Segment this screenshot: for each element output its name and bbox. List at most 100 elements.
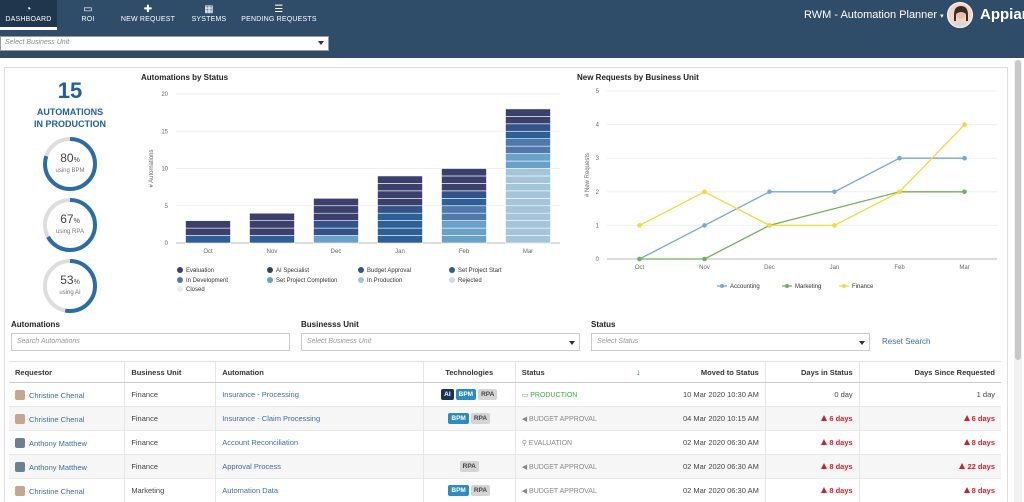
tab-systems[interactable]: ▦ SYSTEMS — [185, 0, 233, 30]
bar-segment[interactable] — [441, 212, 487, 221]
data-point[interactable] — [767, 223, 772, 228]
bar-segment[interactable] — [505, 168, 551, 177]
tab-dashboard[interactable]: ◔ DASHBOARD — [0, 0, 57, 30]
table-row[interactable]: Anthony Matthew Finance Account Reconcilia… — [9, 430, 1001, 455]
bar-segment[interactable] — [249, 227, 295, 236]
legend-item[interactable]: Finance — [839, 284, 874, 290]
legend-item[interactable]: Set Project Completion — [267, 277, 337, 284]
bar-segment[interactable] — [505, 235, 551, 244]
table-row[interactable]: Christine Chenal Marketing Automation Data… — [9, 478, 1001, 502]
table-row[interactable]: Christine Chenal Finance Insurance - Claim… — [9, 406, 1001, 431]
app-title-menu[interactable]: RWM - Automation Planner ▾ — [804, 9, 944, 21]
data-point[interactable] — [702, 256, 707, 262]
legend-item[interactable]: Closed — [177, 286, 205, 293]
bar-segment[interactable] — [505, 175, 551, 184]
search-automations-input[interactable]: Search Automations — [11, 333, 290, 351]
bar-segment[interactable] — [441, 227, 487, 236]
bar-segment[interactable] — [505, 130, 551, 139]
bar-segment[interactable] — [505, 205, 551, 214]
page-scrollbar[interactable] — [1014, 60, 1022, 502]
automation-link[interactable]: Account Reconciliation — [222, 438, 299, 447]
bar-segment[interactable] — [313, 220, 359, 229]
bar-segment[interactable] — [313, 212, 359, 221]
bar-segment[interactable] — [505, 145, 551, 154]
requestor-link[interactable]: Anthony Matthew — [29, 462, 87, 472]
tab-pending-requests[interactable]: ☰ PENDING REQUESTS — [240, 0, 318, 30]
user-avatar[interactable] — [947, 2, 973, 28]
bar-segment[interactable] — [505, 220, 551, 229]
bar-segment[interactable] — [377, 220, 423, 229]
tab-new-request[interactable]: ✚ NEW REQUEST — [118, 0, 178, 30]
header-business-unit[interactable]: Business Unit — [124, 361, 216, 383]
header-technologies[interactable]: Technologies — [422, 361, 516, 383]
automation-link[interactable]: Insurance - Processing — [222, 390, 299, 399]
data-point[interactable] — [702, 189, 707, 195]
bar-segment[interactable] — [441, 183, 487, 192]
bar-segment[interactable] — [377, 205, 423, 214]
tab-roi[interactable]: ▭ ROI — [60, 0, 116, 30]
bar-segment[interactable] — [505, 116, 551, 125]
data-point[interactable] — [637, 223, 642, 228]
data-point[interactable] — [962, 189, 967, 195]
requestor-link[interactable]: Christine Chenal — [29, 486, 85, 496]
data-point[interactable] — [767, 189, 772, 195]
bar-segment[interactable] — [313, 198, 359, 207]
requestor-link[interactable]: Christine Chenal — [29, 414, 85, 424]
header-moved-to-status[interactable]: Moved to Status — [646, 361, 766, 383]
bar-segment[interactable] — [441, 198, 487, 207]
data-point[interactable] — [832, 189, 837, 195]
bar-segment[interactable] — [377, 175, 423, 184]
legend-item[interactable]: In Development — [177, 277, 228, 284]
bar-segment[interactable] — [313, 227, 359, 236]
bar-segment[interactable] — [377, 198, 423, 207]
bar-segment[interactable] — [505, 212, 551, 221]
data-point[interactable] — [897, 189, 902, 195]
sort-arrow-down-icon[interactable]: ↓ — [630, 361, 647, 383]
bar-segment[interactable] — [505, 160, 551, 169]
data-point[interactable] — [702, 223, 707, 228]
bar-segment[interactable] — [377, 183, 423, 192]
automation-link[interactable]: Approval Process — [222, 462, 281, 471]
legend-item[interactable]: Marketing — [782, 284, 821, 290]
table-row[interactable]: Christine Chenal Finance Insurance - Proce… — [9, 382, 1001, 407]
status-filter-select[interactable]: Select Status — [591, 333, 870, 351]
legend-item[interactable]: Budget Approval — [358, 267, 411, 274]
bar-segment[interactable] — [377, 212, 423, 221]
bar-segment[interactable] — [505, 183, 551, 192]
bar-segment[interactable] — [377, 227, 423, 236]
legend-item[interactable]: Evaluation — [177, 267, 214, 274]
bar-segment[interactable] — [249, 235, 295, 244]
legend-item[interactable]: Accounting — [717, 284, 760, 290]
bar-segment[interactable] — [185, 220, 231, 229]
bar-segment[interactable] — [313, 205, 359, 214]
bar-segment[interactable] — [505, 138, 551, 147]
bar-segment[interactable] — [505, 123, 551, 132]
bar-segment[interactable] — [505, 190, 551, 199]
business-unit-filter-select[interactable]: Select Business Unit — [301, 333, 580, 351]
data-point[interactable] — [962, 122, 967, 127]
data-point[interactable] — [962, 155, 967, 161]
bar-segment[interactable] — [185, 235, 231, 244]
table-row[interactable]: Anthony Matthew Finance Approval Process RP… — [9, 454, 1001, 479]
data-point[interactable] — [832, 223, 837, 228]
bar-segment[interactable] — [249, 220, 295, 229]
bar-segment[interactable] — [441, 190, 487, 199]
automation-link[interactable]: Automation Data — [222, 486, 279, 495]
data-point[interactable] — [897, 155, 902, 161]
automation-link[interactable]: Insurance - Claim Processing — [222, 414, 321, 423]
header-automation[interactable]: Automation — [215, 361, 424, 383]
header-days-in-status[interactable]: Days in Status — [764, 361, 860, 383]
bar-segment[interactable] — [505, 198, 551, 207]
bar-segment[interactable] — [377, 190, 423, 199]
legend-item[interactable]: In Production — [358, 277, 402, 284]
header-days-since-requested[interactable]: Days Since Requested — [858, 361, 1001, 383]
reset-search-link[interactable]: Reset Search — [882, 337, 931, 346]
bar-segment[interactable] — [441, 205, 487, 214]
requestor-link[interactable]: Anthony Matthew — [29, 438, 87, 448]
bar-segment[interactable] — [185, 227, 231, 236]
requestor-link[interactable]: Christine Chenal — [29, 390, 85, 400]
scrollbar-thumb[interactable] — [1015, 60, 1021, 360]
bar-segment[interactable] — [249, 212, 295, 221]
legend-item[interactable]: Rejected — [449, 277, 482, 284]
bar-segment[interactable] — [505, 227, 551, 236]
